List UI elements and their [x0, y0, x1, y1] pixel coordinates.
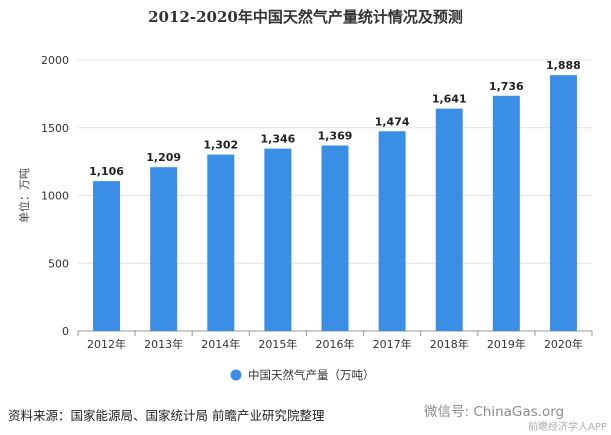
- legend-label: 中国天然气产量（万吨）: [248, 368, 375, 382]
- watermark-sub-text: 前瞻经济学人APP: [528, 422, 607, 433]
- source-note: 资料来源：国家能源局、国家统计局 前瞻产业研究院整理: [8, 408, 325, 423]
- y-tick-label: 1500: [41, 122, 69, 135]
- bar: [492, 95, 520, 331]
- x-tick-label: 2019年: [487, 337, 526, 351]
- x-tick-label: 2018年: [430, 337, 469, 351]
- x-tick-label: 2016年: [316, 337, 355, 351]
- data-label: 1,302: [203, 139, 238, 152]
- data-label: 1,736: [489, 80, 524, 93]
- bar: [378, 131, 406, 331]
- legend-marker: [230, 369, 242, 381]
- data-label: 1,346: [260, 133, 295, 146]
- bar: [150, 167, 178, 331]
- watermark-text: 微信号: ChinaGas.org: [424, 404, 565, 420]
- chart-title: 2012-2020年中国天然气产量统计情况及预测: [148, 8, 463, 26]
- y-tick-label: 2000: [41, 54, 69, 67]
- data-label: 1,106: [89, 165, 124, 178]
- x-tick-label: 2015年: [258, 337, 297, 351]
- x-tick-label: 2013年: [144, 337, 183, 351]
- bar: [549, 75, 577, 332]
- data-label: 1,369: [318, 130, 353, 143]
- y-tick-label: 500: [48, 257, 69, 270]
- data-label: 1,641: [432, 93, 467, 106]
- bar: [207, 154, 235, 331]
- x-tick-label: 2014年: [201, 337, 240, 351]
- bar: [321, 145, 349, 331]
- data-label: 1,209: [146, 151, 181, 164]
- x-tick-label: 2012年: [87, 337, 126, 351]
- bar: [93, 181, 121, 331]
- bar: [264, 148, 292, 331]
- y-axis-label: 单位：万吨: [17, 168, 31, 223]
- data-label: 1,474: [375, 115, 410, 128]
- bar: [435, 108, 463, 331]
- x-tick-label: 2020年: [544, 337, 583, 351]
- y-tick-label: 0: [62, 325, 69, 338]
- data-label: 1,888: [546, 59, 581, 72]
- x-tick-label: 2017年: [373, 337, 412, 351]
- y-tick-label: 1000: [41, 190, 69, 203]
